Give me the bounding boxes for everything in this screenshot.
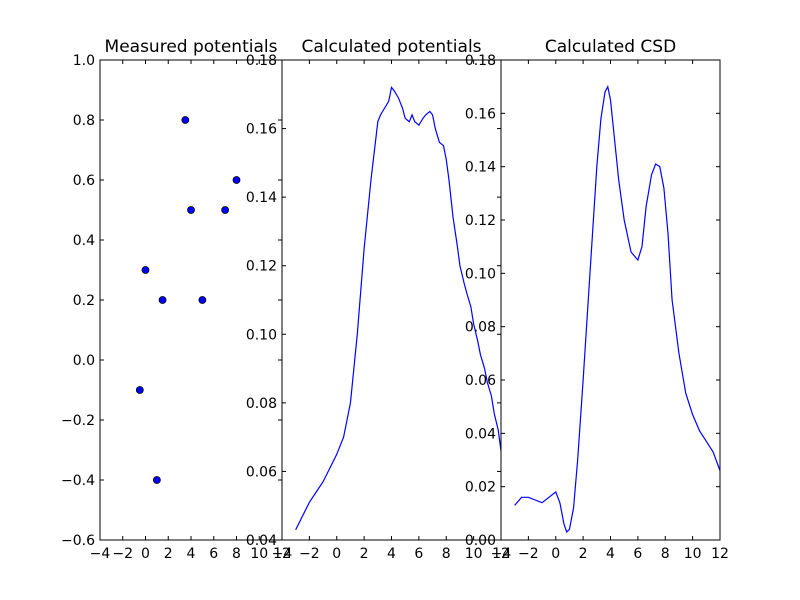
y-tick-label: 0.04 [465, 426, 496, 442]
y-tick-label: −0.4 [61, 473, 95, 489]
data-point-6 [158, 296, 167, 304]
x-tick-label: 10 [465, 546, 483, 562]
y-tick-label: 0.06 [465, 373, 496, 389]
data-point-5 [141, 266, 150, 274]
y-tick-label: 0.14 [246, 190, 277, 206]
x-tick-label: 4 [187, 546, 196, 562]
series-line-1 [295, 86, 501, 530]
y-tick-label: 0.16 [246, 122, 277, 138]
x-tick-label: 6 [414, 546, 423, 562]
y-tick-label: 0.08 [465, 320, 496, 336]
x-tick-label: −4 [491, 546, 512, 562]
x-tick-label: −2 [299, 546, 320, 562]
x-tick-label: 12 [711, 546, 729, 562]
data-point-2 [232, 176, 241, 184]
chart-title: Calculated CSD [545, 37, 676, 57]
scatter-points [135, 116, 241, 484]
x-tick-label: 4 [606, 546, 615, 562]
x-tick-label: 4 [387, 546, 396, 562]
y-tick-label: 0.4 [73, 233, 95, 249]
chart-panel-1: −4 −2 0 2 4 6 8 10 12−0.6−0.4−0.20.00.20.40.60.8… [61, 37, 291, 562]
y-tick-label: 0.0 [73, 353, 95, 369]
x-tick-label: 6 [209, 546, 218, 562]
y-tick-label: −0.2 [61, 413, 95, 429]
y-tick-label: 0.00 [465, 533, 496, 549]
y-tick-label: 0.08 [246, 396, 277, 412]
y-tick-label: −0.6 [61, 533, 95, 549]
chart-title: Calculated potentials [301, 37, 481, 57]
data-point-4 [221, 206, 230, 214]
x-tick-label: 0 [141, 546, 150, 562]
data-point-9 [152, 476, 161, 484]
x-tick-label: −4 [272, 546, 293, 562]
y-tick-label: 0.18 [246, 53, 277, 69]
x-tick-label: 0 [551, 546, 560, 562]
x-tick-label: 12 [273, 546, 291, 562]
x-tick-label: 6 [633, 546, 642, 562]
chart-title: Measured potentials [105, 37, 278, 57]
x-tick-label: 8 [232, 546, 241, 562]
y-tick-label: 0.14 [465, 160, 496, 176]
x-tick-label: 12 [492, 546, 510, 562]
y-tick-label: 0.12 [465, 213, 496, 229]
y-tick-label: 0.04 [246, 533, 277, 549]
y-tick-label: 0.12 [246, 259, 277, 275]
x-tick-label: −2 [518, 546, 539, 562]
data-point-8 [135, 386, 144, 394]
data-point-1 [181, 116, 190, 124]
x-tick-label: 8 [661, 546, 670, 562]
x-tick-label: 10 [250, 546, 268, 562]
x-tick-label: 0 [332, 546, 341, 562]
chart-panel-3: −4 −2 0 2 4 6 8 10 120.000.020.040.060.080.100.1… [465, 37, 729, 562]
data-point-3 [187, 206, 195, 214]
series-line-1 [514, 84, 720, 534]
x-tick-label: 8 [442, 546, 451, 562]
y-tick-label: 1.0 [73, 53, 95, 69]
y-tick-label: 0.6 [73, 173, 95, 189]
x-tick-label: −2 [112, 546, 133, 562]
y-tick-label: 0.06 [246, 464, 277, 480]
y-tick-label: 0.10 [246, 327, 277, 343]
y-tick-label: 0.18 [465, 53, 496, 69]
data-point-7 [198, 296, 207, 304]
y-tick-label: 0.8 [73, 113, 95, 129]
y-tick-label: 0.16 [465, 106, 496, 122]
y-tick-label: 0.02 [465, 480, 496, 496]
x-tick-label: 2 [360, 546, 369, 562]
x-tick-label: −4 [90, 546, 111, 562]
y-tick-label: 0.10 [465, 266, 496, 282]
x-tick-label: 2 [164, 546, 173, 562]
x-tick-label: 10 [684, 546, 702, 562]
y-tick-label: 0.2 [73, 293, 95, 309]
x-tick-label: 2 [579, 546, 588, 562]
chart-panel-2: −4 −2 0 2 4 6 8 10 120.040.060.080.100.120.140.1… [246, 37, 510, 562]
